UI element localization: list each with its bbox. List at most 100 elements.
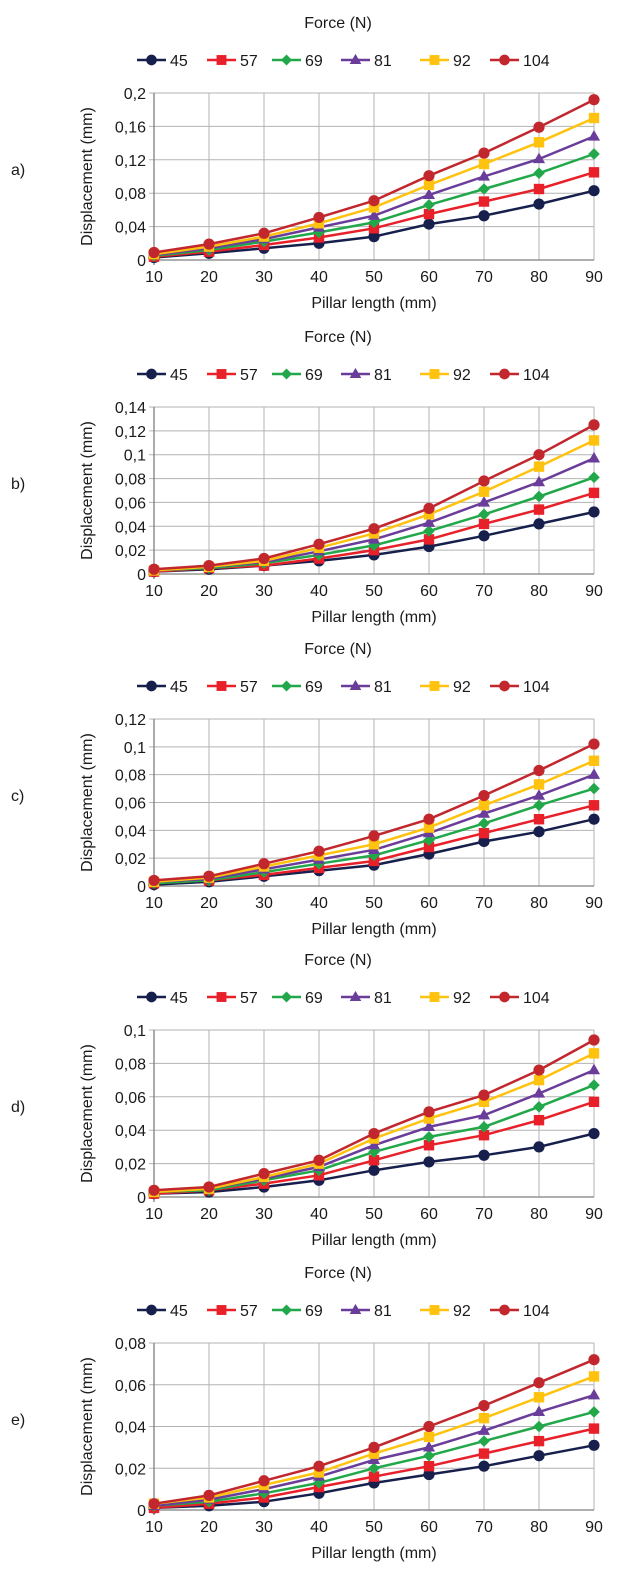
y-tick-label: 0,1 [124, 1023, 146, 1040]
legend-label-57: 57 [240, 679, 258, 696]
data-point-69 [423, 1131, 435, 1143]
data-point-69 [478, 817, 490, 830]
legend-marker-45 [146, 1304, 157, 1316]
x-tick-label: 80 [530, 269, 548, 286]
legend-title: Force (N) [304, 1265, 372, 1282]
y-tick-label: 0,08 [115, 1056, 146, 1073]
data-point-104 [148, 874, 160, 887]
data-point-81 [422, 1120, 436, 1132]
data-point-45 [368, 231, 380, 243]
y-tick-label: 0,04 [115, 519, 146, 536]
x-tick-label: 70 [475, 1206, 493, 1223]
y-tick-label: 0,1 [124, 448, 146, 465]
y-tick-label: 0,06 [115, 495, 146, 512]
series-104 [148, 738, 600, 887]
data-point-104 [203, 1181, 215, 1193]
y-axis-label: Displacement (mm) [79, 421, 96, 560]
y-tick-label: 0,04 [115, 1123, 146, 1140]
x-tick-label: 40 [310, 269, 328, 286]
data-point-57 [423, 841, 435, 853]
data-point-92 [423, 1431, 435, 1443]
data-point-104 [258, 1168, 270, 1180]
legend-label-57: 57 [240, 367, 258, 384]
data-point-57 [368, 1155, 380, 1166]
data-point-104 [478, 789, 490, 802]
data-point-104 [588, 738, 600, 750]
data-point-81 [477, 807, 491, 818]
legend-marker-104 [499, 991, 510, 1003]
data-point-57 [588, 1423, 600, 1434]
data-point-57 [478, 1448, 490, 1459]
legend-label-45: 45 [170, 679, 188, 696]
data-point-104 [533, 1064, 545, 1076]
legend-label-69: 69 [305, 679, 323, 696]
x-tick-label: 60 [420, 1519, 438, 1536]
legend-label-45: 45 [170, 367, 188, 384]
data-point-104 [203, 560, 215, 572]
data-point-81 [422, 188, 436, 200]
x-tick-label: 70 [475, 269, 493, 286]
legend-label-92: 92 [453, 53, 471, 70]
data-point-69 [423, 1449, 435, 1462]
x-tick-label: 90 [585, 1519, 603, 1536]
legend-label-45: 45 [170, 53, 188, 70]
legend-title: Force (N) [304, 641, 372, 658]
x-tick-label: 50 [365, 1206, 383, 1223]
x-tick-label: 20 [200, 895, 218, 912]
data-point-104 [588, 419, 600, 431]
data-point-92 [588, 755, 600, 766]
data-point-57 [478, 518, 490, 530]
data-point-92 [478, 158, 490, 170]
data-point-45 [588, 813, 600, 825]
data-point-104 [313, 1460, 325, 1472]
x-tick-label: 50 [365, 583, 383, 600]
data-point-104 [203, 1489, 215, 1501]
x-axis-label: Pillar length (mm) [311, 295, 436, 312]
legend-label-57: 57 [240, 1303, 258, 1320]
data-point-69 [313, 226, 325, 239]
x-tick-label: 50 [365, 1519, 383, 1536]
y-tick-label: 0,08 [115, 1336, 146, 1353]
data-point-45 [588, 1439, 600, 1451]
data-point-81 [587, 768, 601, 779]
data-point-92 [478, 1412, 490, 1424]
data-point-81 [477, 496, 491, 507]
data-point-92 [368, 839, 380, 850]
data-point-92 [478, 1096, 490, 1108]
data-point-104 [533, 764, 545, 777]
data-point-92 [588, 1048, 600, 1059]
data-point-92 [533, 1074, 545, 1086]
data-point-104 [368, 195, 380, 207]
legend-marker-81 [349, 679, 362, 690]
data-point-69 [533, 167, 545, 179]
legend: 45 57 69 81 92 104 [137, 990, 550, 1007]
y-tick-label: 0,2 [124, 86, 146, 103]
y-tick-label: 0 [137, 567, 146, 584]
data-point-104 [423, 170, 435, 182]
chart-panel-b: Force (N) 45 57 69 81 92 104 b) 0 0,02 0,04 0,06 0,0… [11, 329, 603, 626]
y-tick-label: 0,12 [115, 712, 146, 729]
y-tick-label: 0,08 [115, 186, 146, 203]
data-point-45 [423, 1468, 435, 1481]
legend-marker-92 [429, 369, 440, 379]
y-tick-label: 0,08 [115, 768, 146, 785]
data-point-57 [588, 800, 600, 811]
data-point-104 [478, 1089, 490, 1101]
data-point-104 [423, 502, 435, 514]
y-tick-label: 0,06 [115, 796, 146, 813]
x-tick-label: 20 [200, 1519, 218, 1536]
series-104 [148, 94, 600, 259]
x-axis-label: Pillar length (mm) [311, 1232, 436, 1249]
data-point-57 [533, 1435, 545, 1447]
legend-marker-69 [280, 680, 293, 692]
x-tick-label: 50 [365, 895, 383, 912]
data-point-92 [588, 112, 600, 124]
data-point-104 [423, 813, 435, 825]
panel-label: e) [11, 1412, 25, 1429]
data-point-104 [588, 94, 600, 106]
x-axis-label: Pillar length (mm) [311, 609, 436, 626]
data-point-104 [368, 830, 380, 842]
data-point-45 [533, 198, 545, 210]
legend-marker-92 [429, 992, 440, 1002]
